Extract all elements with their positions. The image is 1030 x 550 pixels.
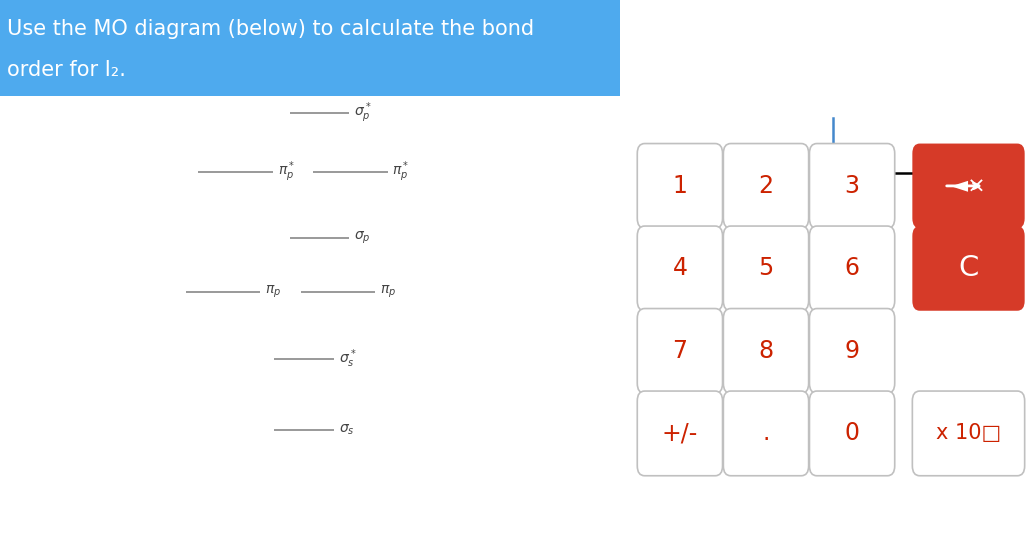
FancyBboxPatch shape [913,144,1025,228]
Text: 5: 5 [758,256,774,280]
Text: x 10□: x 10□ [936,424,1001,443]
FancyBboxPatch shape [723,391,809,476]
FancyBboxPatch shape [810,144,895,228]
Text: .: . [762,421,769,446]
FancyBboxPatch shape [913,391,1025,476]
Text: $\sigma_p^*$: $\sigma_p^*$ [354,101,372,125]
FancyBboxPatch shape [913,226,1025,311]
Text: $\sigma_s$: $\sigma_s$ [339,423,354,437]
FancyBboxPatch shape [810,226,895,311]
Text: 6: 6 [845,256,860,280]
FancyBboxPatch shape [810,391,895,476]
FancyBboxPatch shape [723,309,809,393]
Text: $\pi_p$: $\pi_p$ [380,283,397,300]
Text: ◄×: ◄× [951,176,987,196]
FancyBboxPatch shape [0,0,620,96]
Text: 3: 3 [845,174,860,198]
Text: $\pi_p^*$: $\pi_p^*$ [392,160,410,184]
Text: $\pi_p$: $\pi_p$ [266,283,281,300]
Text: C: C [958,255,978,282]
FancyBboxPatch shape [638,309,722,393]
Text: 9: 9 [845,339,860,363]
Text: 0: 0 [845,421,860,446]
FancyBboxPatch shape [638,391,722,476]
Text: 1: 1 [673,174,687,198]
Text: Use the MO diagram (below) to calculate the bond: Use the MO diagram (below) to calculate … [7,19,535,39]
FancyBboxPatch shape [638,226,722,311]
Text: $\pi_p^*$: $\pi_p^*$ [278,160,296,184]
Text: order for I₂.: order for I₂. [7,60,127,80]
Text: +/-: +/- [662,421,698,446]
FancyBboxPatch shape [723,226,809,311]
FancyBboxPatch shape [810,309,895,393]
Text: $\sigma_p$: $\sigma_p$ [354,229,371,246]
Text: 2: 2 [758,174,774,198]
Text: 8: 8 [758,339,774,363]
Text: 4: 4 [673,256,687,280]
Text: 7: 7 [673,339,687,363]
FancyBboxPatch shape [723,144,809,228]
FancyBboxPatch shape [638,144,722,228]
Text: $\sigma_s^*$: $\sigma_s^*$ [339,348,356,371]
